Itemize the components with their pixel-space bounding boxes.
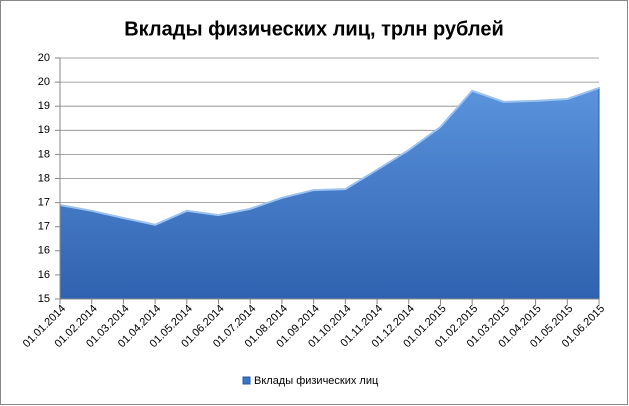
y-tick-label: 17 [38, 197, 50, 209]
y-tick-label: 16 [38, 245, 50, 257]
y-tick-label: 18 [38, 172, 50, 184]
y-tick-label: 20 [38, 52, 50, 64]
y-tick-label: 16 [38, 269, 50, 281]
legend-marker [242, 376, 251, 385]
chart-title: Вклады физических лиц, трлн рублей [124, 18, 504, 40]
y-tick-label: 19 [38, 124, 50, 136]
y-tick-label: 19 [38, 100, 50, 112]
legend-label: Вклады физических лиц [254, 375, 379, 387]
y-tick-label: 18 [38, 148, 50, 160]
y-tick-label: 15 [38, 293, 50, 305]
area-top [59, 86, 600, 226]
y-tick-label: 17 [38, 221, 50, 233]
y-tick-label: 20 [38, 76, 50, 88]
